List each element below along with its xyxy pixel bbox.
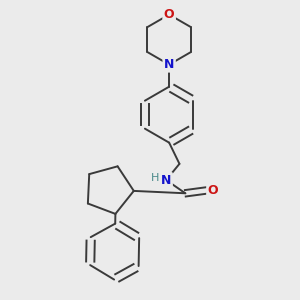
Text: N: N xyxy=(161,173,171,187)
Text: O: O xyxy=(164,8,175,21)
Text: O: O xyxy=(207,184,218,197)
Text: H: H xyxy=(151,173,159,183)
Text: N: N xyxy=(164,58,174,71)
